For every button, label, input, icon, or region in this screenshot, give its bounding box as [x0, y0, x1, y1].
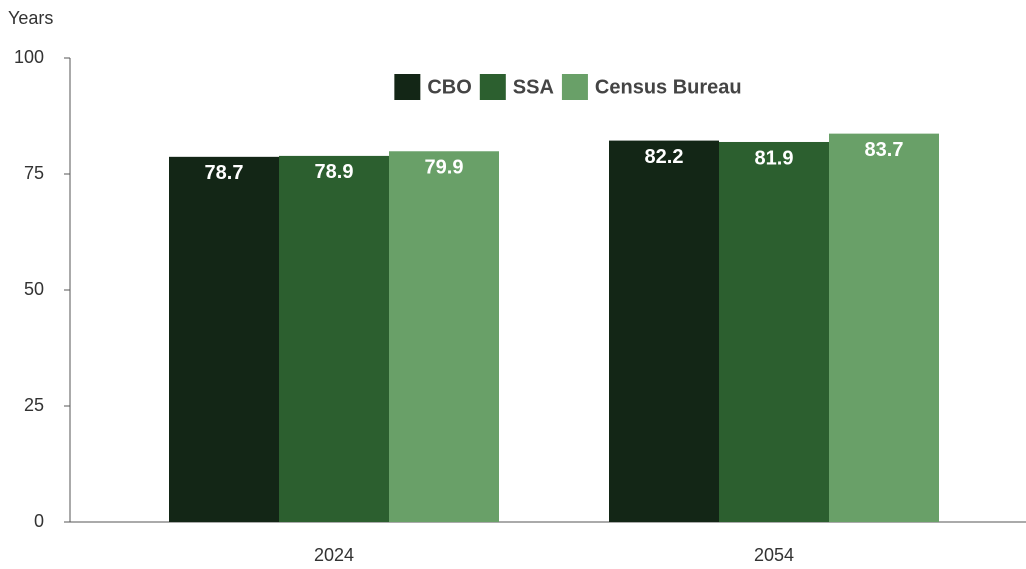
y-tick-label: 75: [24, 163, 44, 183]
bar: [279, 155, 389, 523]
bar: [719, 141, 829, 522]
legend-swatch: [561, 74, 588, 100]
legend-item: CBO: [394, 74, 472, 100]
bar: [389, 151, 499, 523]
legend-label: Census Bureau: [595, 76, 742, 98]
legend-swatch: [479, 74, 506, 100]
legend-item: Census Bureau: [561, 74, 742, 100]
value-label: 81.9: [755, 147, 794, 169]
value-label: 78.7: [205, 162, 244, 184]
y-tick-label: 0: [34, 511, 44, 531]
y-tick-label: 50: [24, 279, 44, 299]
y-axis-label: Years: [8, 8, 53, 28]
value-label: 82.2: [645, 146, 684, 168]
value-label: 78.9: [315, 161, 354, 183]
legend-label: CBO: [427, 76, 471, 98]
value-label: 83.7: [865, 139, 904, 161]
bar: [169, 156, 279, 522]
legend-swatch: [394, 74, 421, 100]
y-tick-label: 25: [24, 395, 44, 415]
bar: [829, 133, 939, 522]
value-label: 79.9: [425, 157, 464, 179]
x-tick-label: 2024: [314, 545, 354, 565]
x-tick-label: 2054: [754, 545, 794, 565]
legend-label: SSA: [513, 76, 554, 98]
y-tick-label: 100: [14, 47, 44, 67]
bar: [609, 140, 719, 523]
legend-item: SSA: [479, 74, 554, 100]
